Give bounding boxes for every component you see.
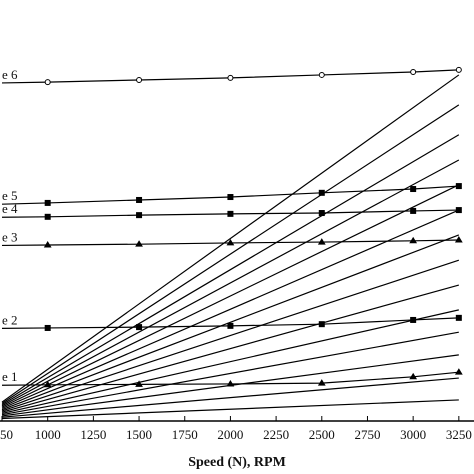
- ray: [1, 74, 460, 403]
- x-tick-label: 2750: [354, 427, 380, 442]
- marker: [136, 196, 143, 203]
- ray: [1, 184, 460, 408]
- curve-label: e 4: [2, 201, 18, 216]
- x-tick-label: 2250: [263, 427, 289, 442]
- marker: [136, 212, 143, 219]
- ray: [1, 259, 460, 412]
- marker: [455, 314, 462, 321]
- marker: [136, 324, 143, 331]
- ray: [1, 234, 460, 411]
- ray: [1, 331, 459, 416]
- ray: [1, 309, 459, 415]
- marker: [410, 186, 417, 193]
- marker: [227, 74, 234, 81]
- marker: [227, 194, 234, 201]
- marker: [226, 238, 235, 246]
- curve-label: e 3: [2, 229, 18, 244]
- x-tick-label: 3000: [400, 427, 426, 442]
- x-axis-label: Speed (N), RPM: [188, 455, 286, 470]
- x-tick-label: 2000: [217, 427, 243, 442]
- marker: [135, 380, 143, 387]
- marker: [317, 379, 326, 386]
- x-tick-label: 50: [0, 427, 13, 442]
- marker: [227, 322, 234, 329]
- ray: [1, 399, 459, 420]
- marker: [136, 76, 143, 83]
- x-tick-label: 2500: [309, 427, 335, 442]
- x-tick-label: 1750: [172, 427, 198, 442]
- marker: [227, 210, 234, 217]
- marker: [454, 368, 463, 375]
- ray: [1, 134, 460, 406]
- marker: [454, 235, 463, 243]
- ray: [1, 354, 459, 417]
- marker: [410, 68, 417, 75]
- marker: [44, 213, 51, 220]
- marker: [44, 324, 51, 331]
- x-tick-label: 1250: [80, 427, 106, 442]
- x-tick-label: 3250: [446, 427, 472, 442]
- marker: [409, 372, 418, 380]
- curve-label: e 1: [2, 369, 18, 384]
- marker: [455, 66, 462, 73]
- marker: [317, 238, 326, 245]
- marker: [410, 207, 417, 214]
- ray: [1, 159, 460, 407]
- marker: [409, 236, 418, 244]
- marker: [318, 71, 325, 78]
- ray: [1, 104, 460, 404]
- ray: [1, 284, 459, 413]
- x-tick-label: 1000: [35, 427, 61, 442]
- marker: [135, 240, 143, 247]
- marker: [44, 79, 51, 86]
- marker: [43, 241, 52, 248]
- curve-label: e 6: [2, 67, 18, 82]
- curve-label: e 5: [2, 188, 18, 203]
- marker: [44, 199, 51, 206]
- ray: [1, 377, 459, 418]
- curve-label: e 2: [2, 312, 18, 327]
- x-tick-label: 1500: [126, 427, 152, 442]
- ray: [1, 209, 460, 409]
